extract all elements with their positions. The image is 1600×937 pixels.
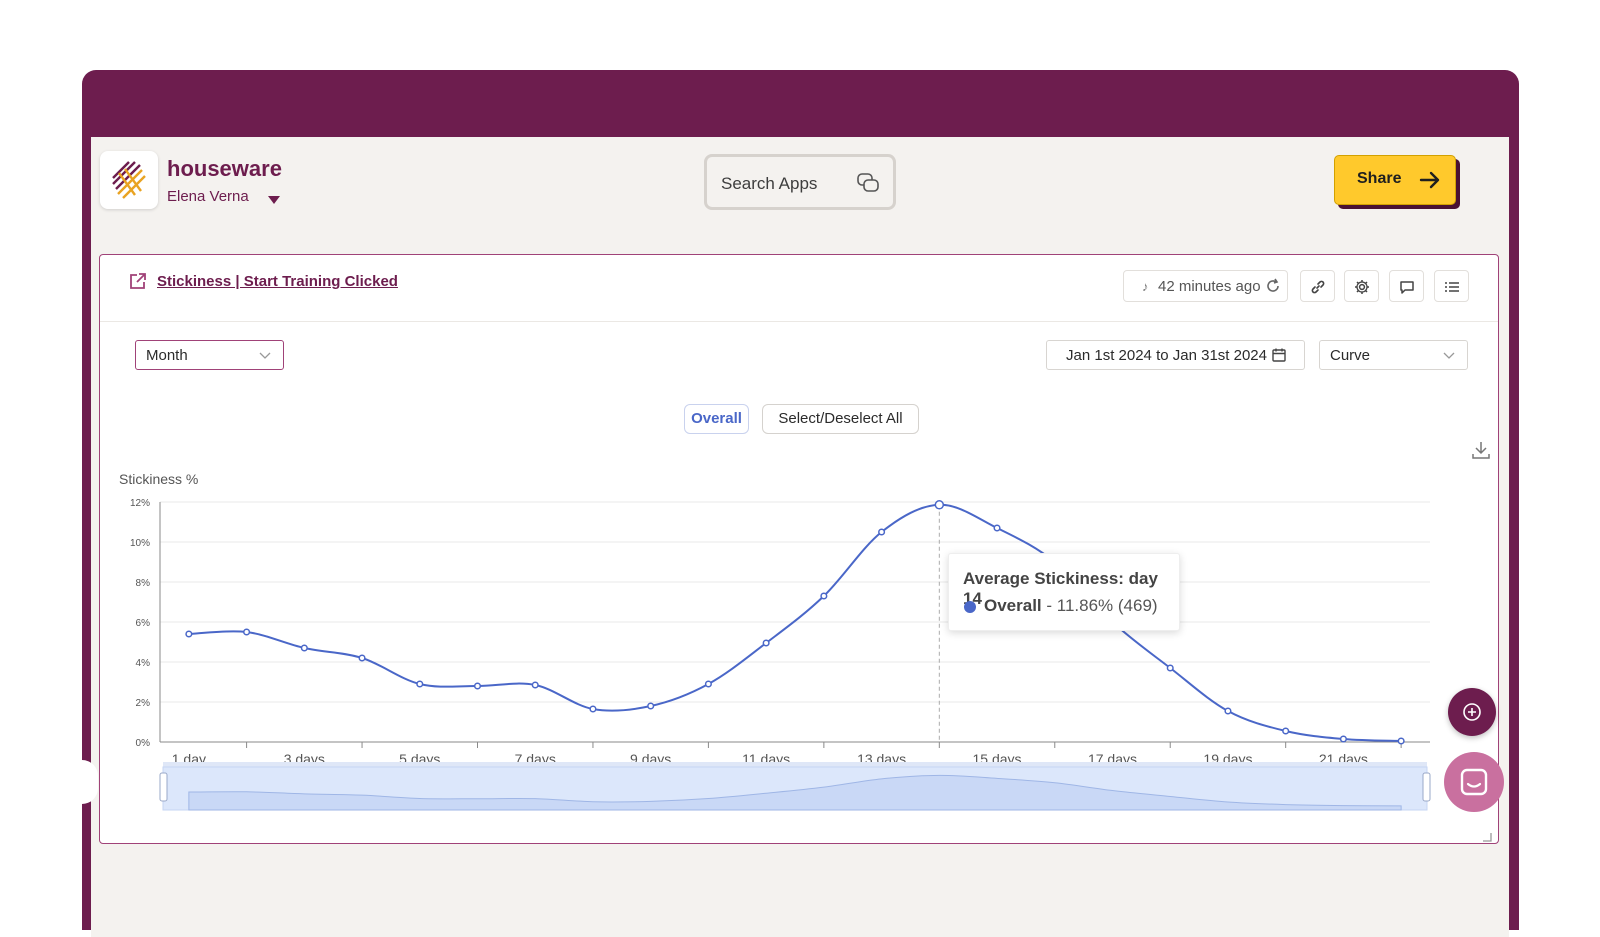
data-point bbox=[185, 630, 193, 638]
data-point bbox=[473, 682, 482, 690]
data-point bbox=[358, 654, 366, 662]
y-tick-label: 8% bbox=[136, 578, 151, 589]
share-label: Share bbox=[1357, 170, 1402, 187]
list-icon bbox=[1445, 282, 1459, 292]
share-button[interactable]: Share bbox=[1334, 155, 1456, 205]
chevron-down-icon bbox=[259, 352, 271, 359]
open-external-icon[interactable] bbox=[129, 272, 147, 295]
series-overall-toggle[interactable]: Overall bbox=[684, 404, 749, 434]
chat-launcher-button[interactable] bbox=[1444, 752, 1504, 812]
refresh-icon bbox=[1265, 278, 1281, 299]
download-icon[interactable] bbox=[1471, 440, 1491, 465]
houseware-logo-icon[interactable] bbox=[100, 151, 158, 209]
last-updated-text: 42 minutes ago bbox=[1158, 278, 1261, 295]
y-tick-label: 2% bbox=[136, 698, 151, 709]
workspace-user-name[interactable]: Elena Verna bbox=[167, 188, 249, 205]
data-point bbox=[589, 705, 597, 713]
copy-link-button[interactable] bbox=[1300, 270, 1335, 302]
navigator-mini-series bbox=[188, 774, 1402, 811]
data-point bbox=[531, 681, 539, 689]
series-line-overall bbox=[188, 503, 1402, 742]
chart-tooltip: Average Stickiness: day 14 Overall - 11.… bbox=[948, 553, 1180, 631]
link-icon bbox=[1311, 280, 1325, 294]
interval-value: Month bbox=[146, 347, 188, 364]
y-tick-label: 12% bbox=[130, 498, 150, 509]
panel-divider bbox=[100, 321, 1498, 322]
data-point bbox=[704, 680, 712, 688]
tooltip-value: Overall - 11.86% (469) bbox=[984, 596, 1158, 616]
y-tick-label: 0% bbox=[136, 738, 151, 749]
data-point bbox=[878, 528, 886, 536]
brand-name: houseware bbox=[167, 156, 282, 181]
search-apps-label: Search Apps bbox=[721, 174, 818, 193]
y-axis-label: Stickiness % bbox=[119, 471, 199, 487]
tooltip-series-name: Overall bbox=[984, 596, 1042, 615]
refresh-button[interactable]: ♪ 42 minutes ago bbox=[1123, 270, 1288, 302]
data-point bbox=[1397, 737, 1405, 745]
tooltip-series-dot bbox=[964, 601, 976, 613]
side-panel-handle[interactable] bbox=[82, 760, 98, 804]
data-point bbox=[300, 644, 308, 652]
data-point bbox=[647, 702, 655, 710]
chart-style-select[interactable]: Curve bbox=[1319, 340, 1468, 370]
comment-icon bbox=[1400, 281, 1414, 294]
navigator-left-handle bbox=[159, 772, 168, 802]
navigator-top-bar bbox=[163, 762, 1427, 767]
data-point bbox=[762, 639, 770, 647]
details-list-button[interactable] bbox=[1434, 270, 1469, 302]
data-point bbox=[416, 680, 424, 688]
date-range-picker[interactable]: Jan 1st 2024 to Jan 31st 2024 bbox=[1046, 340, 1305, 370]
data-point bbox=[934, 500, 945, 510]
data-point bbox=[243, 628, 251, 636]
y-tick-label: 6% bbox=[136, 618, 151, 629]
y-tick-label: 4% bbox=[136, 658, 151, 669]
report-title-link[interactable]: Stickiness | Start Training Clicked bbox=[157, 273, 398, 290]
resize-handle-icon[interactable] bbox=[1482, 829, 1492, 847]
data-point bbox=[1282, 727, 1290, 735]
data-point bbox=[820, 592, 828, 600]
settings-button[interactable] bbox=[1344, 270, 1379, 302]
comments-button[interactable] bbox=[1389, 270, 1424, 302]
interval-select[interactable]: Month bbox=[135, 340, 284, 370]
data-point bbox=[1166, 664, 1174, 672]
select-deselect-all-button[interactable]: Select/Deselect All bbox=[762, 404, 919, 434]
chat-icon bbox=[1460, 768, 1488, 796]
stickiness-line-chart: 0%2%4%6%8%10%12%1 day 3 days 5 days 7 days 9… bbox=[130, 498, 1431, 811]
chevron-down-icon bbox=[1443, 352, 1455, 359]
search-apps-button[interactable]: Search Apps bbox=[704, 154, 896, 210]
plus-circle-icon bbox=[1463, 703, 1481, 721]
gear-icon bbox=[1355, 280, 1369, 294]
date-range-value: Jan 1st 2024 to Jan 31st 2024 bbox=[1066, 347, 1267, 364]
chart-style-value: Curve bbox=[1330, 347, 1371, 364]
y-tick-label: 10% bbox=[130, 538, 150, 549]
search-apps-icon bbox=[857, 173, 879, 198]
data-point bbox=[1339, 735, 1347, 743]
tooltip-series-value: - 11.86% (469) bbox=[1041, 596, 1158, 615]
arrow-right-icon bbox=[1419, 170, 1441, 195]
data-point bbox=[1224, 707, 1232, 715]
refresh-lead-glyph: ♪ bbox=[1142, 279, 1149, 294]
calendar-icon bbox=[1272, 348, 1286, 362]
navigator-right-handle bbox=[1422, 772, 1431, 802]
data-point bbox=[993, 524, 1001, 532]
add-button[interactable] bbox=[1448, 688, 1496, 736]
chevron-down-icon[interactable] bbox=[268, 196, 280, 204]
